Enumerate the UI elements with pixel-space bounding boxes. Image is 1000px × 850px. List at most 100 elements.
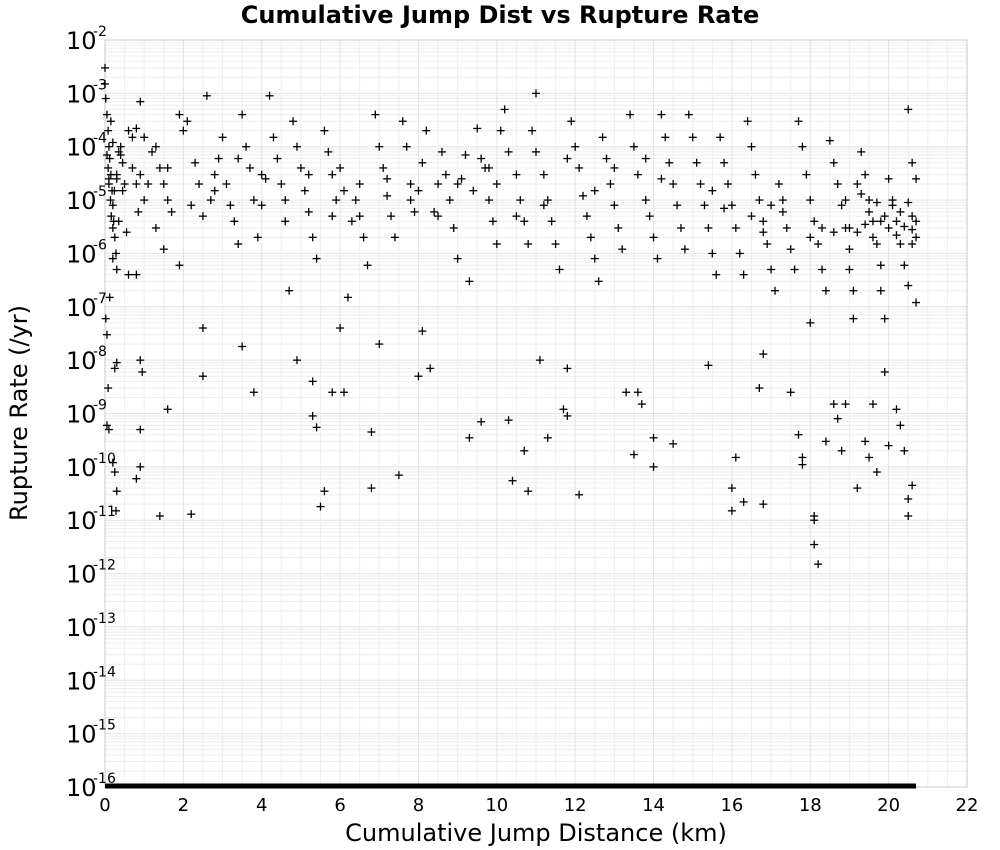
- y-tick-exponent: -8: [93, 344, 107, 360]
- data-point: [524, 240, 533, 249]
- data-point: [794, 430, 803, 439]
- data-point: [759, 500, 768, 509]
- data-point: [712, 270, 721, 279]
- data-point: [112, 265, 121, 274]
- data-point: [837, 446, 846, 455]
- data-point: [594, 277, 603, 286]
- data-point: [880, 367, 889, 376]
- y-tick-base: 10: [66, 614, 97, 642]
- data-point: [892, 231, 901, 240]
- data-point: [692, 158, 701, 167]
- data-point: [198, 372, 207, 381]
- data-point: [853, 180, 862, 189]
- data-point: [837, 201, 846, 210]
- data-point: [845, 265, 854, 274]
- data-point: [626, 110, 635, 119]
- data-point: [398, 117, 407, 126]
- chart-title: Cumulative Jump Dist vs Rupture Rate: [241, 1, 760, 29]
- data-point: [520, 217, 529, 226]
- data-point: [857, 147, 866, 156]
- data-point: [104, 384, 113, 393]
- data-points: [101, 63, 921, 569]
- data-point: [277, 180, 286, 189]
- data-point: [759, 217, 768, 226]
- data-point: [148, 147, 157, 156]
- data-point: [195, 180, 204, 189]
- data-point: [238, 110, 247, 119]
- data-point: [418, 158, 427, 167]
- data-point: [383, 191, 392, 200]
- data-point: [118, 186, 127, 195]
- data-point: [806, 318, 815, 327]
- data-point: [845, 245, 854, 254]
- y-tick-exponent: -7: [93, 291, 107, 307]
- data-point: [720, 158, 729, 167]
- data-point: [912, 233, 921, 242]
- data-point: [520, 446, 529, 455]
- data-point: [900, 261, 909, 270]
- data-point: [684, 110, 693, 119]
- data-point: [876, 261, 885, 270]
- data-point: [316, 502, 325, 511]
- data-point: [107, 212, 116, 221]
- y-tick-exponent: -5: [93, 184, 107, 200]
- data-point: [102, 421, 111, 430]
- data-point: [102, 330, 111, 339]
- data-point: [336, 324, 345, 333]
- data-point: [610, 201, 619, 210]
- data-point: [249, 196, 258, 205]
- data-point: [696, 180, 705, 189]
- data-point: [292, 356, 301, 365]
- data-point: [406, 180, 415, 189]
- data-point: [465, 277, 474, 286]
- data-point: [144, 180, 153, 189]
- data-point: [790, 265, 799, 274]
- data-point: [132, 124, 141, 133]
- data-point: [179, 126, 188, 135]
- data-point: [343, 293, 352, 302]
- data-point: [759, 350, 768, 359]
- data-point: [814, 560, 823, 569]
- data-point: [410, 207, 419, 216]
- data-point: [559, 405, 568, 414]
- data-point: [508, 476, 517, 485]
- data-point: [187, 201, 196, 210]
- data-point: [606, 180, 615, 189]
- data-point: [806, 233, 815, 242]
- data-point: [673, 201, 682, 210]
- y-tick-exponent: -4: [93, 131, 107, 147]
- data-point: [367, 428, 376, 437]
- data-point: [269, 133, 278, 142]
- data-point: [191, 158, 200, 167]
- data-point: [434, 212, 443, 221]
- y-tick-base: 10: [66, 454, 97, 482]
- data-point: [132, 180, 141, 189]
- data-point: [104, 174, 113, 183]
- data-point: [892, 217, 901, 226]
- data-point: [884, 223, 893, 232]
- data-point: [833, 180, 842, 189]
- data-point: [731, 453, 740, 462]
- data-point: [163, 196, 172, 205]
- data-point: [708, 186, 717, 195]
- data-point: [106, 117, 115, 126]
- x-tick-label: 10: [485, 795, 508, 816]
- data-point: [849, 286, 858, 295]
- data-point: [798, 142, 807, 151]
- y-tick-label: 10-9: [66, 398, 107, 429]
- data-point: [136, 462, 145, 471]
- data-point: [108, 138, 117, 147]
- data-point: [112, 358, 121, 367]
- y-tick-base: 10: [66, 27, 97, 55]
- data-point: [108, 458, 117, 467]
- data-point: [285, 286, 294, 295]
- data-point: [598, 133, 607, 142]
- data-point: [512, 170, 521, 179]
- data-point: [296, 163, 305, 172]
- data-point: [234, 154, 243, 163]
- data-point: [132, 270, 141, 279]
- data-point: [802, 170, 811, 179]
- data-point: [379, 163, 388, 172]
- data-point: [528, 126, 537, 135]
- y-tick-base: 10: [66, 80, 97, 108]
